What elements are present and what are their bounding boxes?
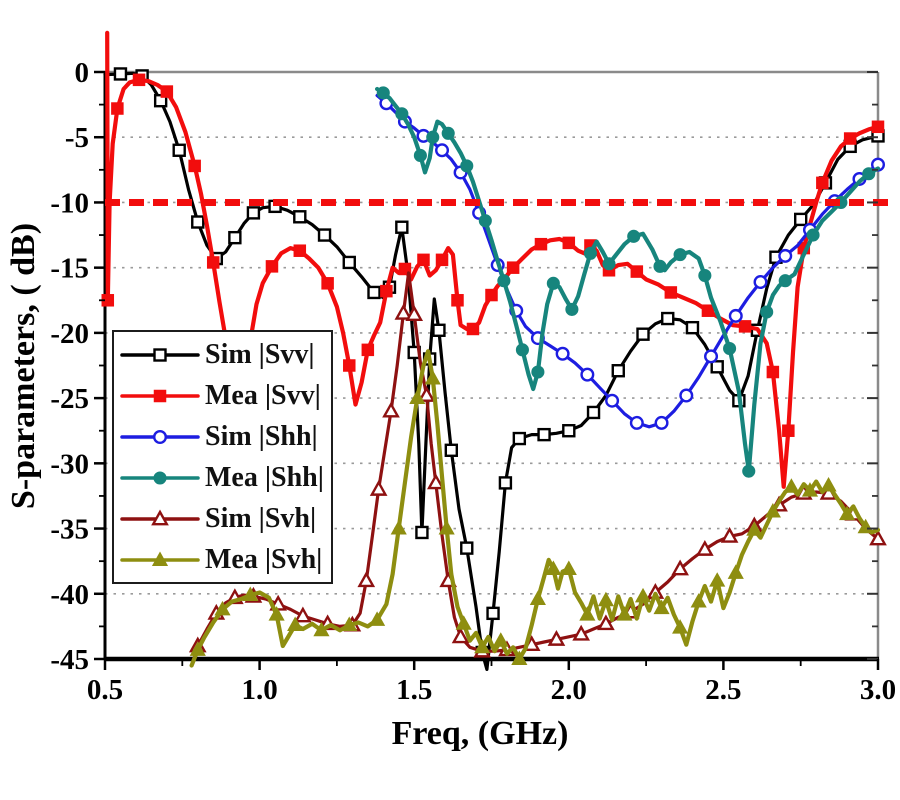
legend-label-mea-svv: Mea |Svv| [205, 379, 321, 411]
y-tick-label: -25 [50, 383, 89, 415]
x-tick-label: 3.0 [860, 674, 896, 706]
x-tick-label: 0.5 [87, 674, 123, 706]
legend-label-sim-shh: Sim |Shh| [205, 420, 318, 452]
legend-label-sim-svh: Sim |Svh| [205, 502, 317, 534]
legend-swatch-mea-svh [120, 550, 200, 566]
y-tick-label: -35 [50, 514, 89, 546]
series-markers-sim-svv [113, 67, 885, 660]
y-tick-label: -10 [50, 187, 89, 219]
y-tick-label: 0 [75, 57, 90, 89]
legend-item-sim-svh: Sim |Svh| [119, 499, 331, 539]
legend-item-sim-shh: Sim |Shh| [119, 417, 331, 457]
y-tick-label: -40 [50, 579, 89, 611]
x-tick-label: 1.0 [241, 674, 277, 706]
legend-label-mea-shh: Mea |Shh| [205, 461, 324, 493]
legend-label-mea-svh: Mea |Svh| [205, 543, 323, 575]
y-tick-label: -5 [65, 122, 89, 154]
series-markers-mea-shh [376, 86, 876, 478]
y-axis-title: S-parameters, ( dB) [5, 223, 42, 509]
legend-item-mea-svv: Mea |Svv| [119, 376, 331, 416]
plot-area: 0 -5 -10 -15 -20 -25 -30 -35 -40 -450.5 1.0 1.5 2.0 2… [50, 30, 896, 706]
x-tick-label: 2.5 [705, 674, 741, 706]
x-axis-title: Freq, (GHz) [392, 715, 569, 752]
legend-swatch-sim-shh [120, 429, 200, 444]
series-line-mea-svv [105, 30, 881, 489]
y-tick-label: -30 [50, 448, 89, 480]
legend-swatch-sim-svv [120, 347, 200, 362]
y-tick-label: -15 [50, 253, 89, 285]
series-line-mea-shh [375, 86, 881, 474]
legend-item-mea-shh: Mea |Shh| [119, 458, 331, 498]
legend-label-sim-svv: Sim |Svv| [205, 338, 315, 370]
legend-item-mea-svh: Mea |Svh| [119, 540, 331, 580]
legend-swatch-sim-svh [120, 509, 200, 525]
series-markers-mea-svv [101, 73, 885, 437]
series-markers-mea-svh [189, 370, 874, 665]
legend-item-sim-svv: Sim |Svv| [119, 335, 331, 375]
x-tick-label: 2.0 [551, 674, 587, 706]
legend-swatch-mea-shh [120, 470, 200, 485]
y-tick-label: -45 [50, 644, 89, 676]
y-tick-label: -20 [50, 318, 89, 350]
x-tick-label: 1.5 [396, 674, 432, 706]
series-line-mea-svh [189, 349, 881, 668]
legend: Sim |Svv| Mea |Svv| Sim |Shh| Mea |Shh| … [112, 330, 333, 584]
legend-swatch-mea-svv [120, 389, 200, 402]
